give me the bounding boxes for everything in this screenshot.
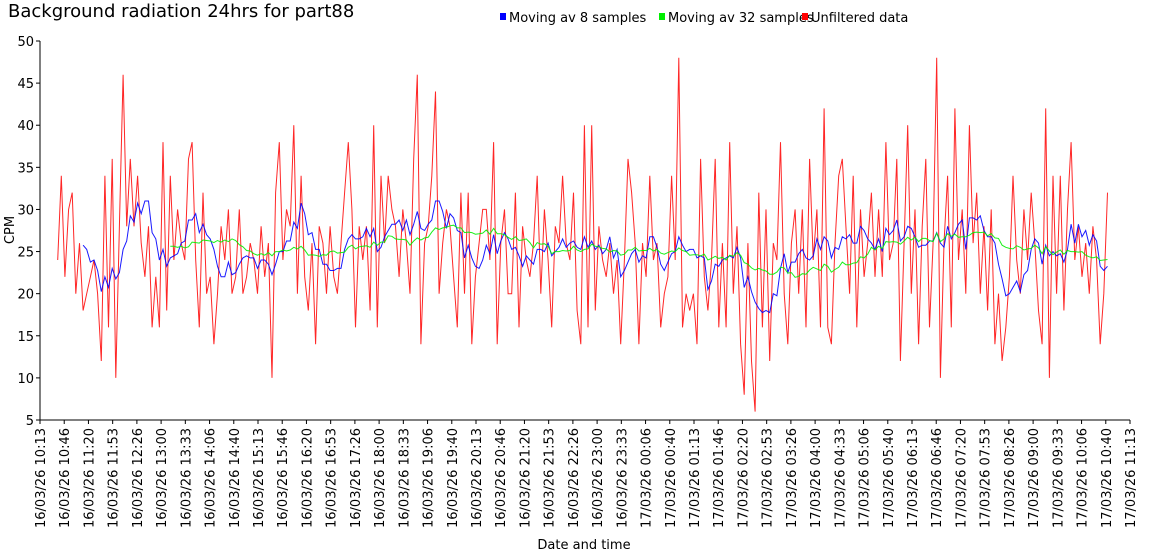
x-tick-label: 16/03/26 15:13: [252, 428, 267, 528]
x-tick-label: 16/03/26 19:40: [446, 428, 461, 528]
axes: 5 10 15 20 25 30 35 40 45 50 16/03/26 10:13 16/03/2…: [17, 35, 1139, 528]
x-tick-label: 16/03/26 18:00: [373, 428, 388, 528]
y-tick-label: 5: [26, 414, 34, 429]
x-tick-label: 16/03/26 13:33: [179, 428, 194, 528]
y-tick-label: 25: [17, 246, 34, 261]
x-tick-label: 16/03/26 16:20: [300, 428, 315, 528]
x-tick-label: 17/03/26 05:40: [882, 428, 897, 528]
x-tick-label: 16/03/26 22:26: [567, 428, 582, 528]
x-tick-label: 16/03/26 14:06: [204, 428, 219, 528]
x-tick-label: 17/03/26 05:06: [858, 428, 873, 528]
x-tick-label: 17/03/26 06:13: [906, 428, 921, 528]
x-tick-label: 17/03/26 11:13: [1124, 428, 1139, 528]
x-tick-label: 16/03/26 23:33: [615, 428, 630, 528]
x-tick-label: 17/03/26 09:00: [1027, 428, 1042, 528]
x-tick-label: 17/03/26 07:53: [979, 428, 994, 528]
x-tick-label: 16/03/26 10:46: [58, 428, 73, 528]
x-tick-label: 16/03/26 21:53: [543, 428, 558, 528]
legend: Moving av 8 samples Moving av 32 samplesU…: [500, 11, 908, 26]
x-tick-label: 16/03/26 10:13: [34, 428, 49, 528]
x-tick-label: 16/03/26 11:53: [107, 428, 122, 528]
x-tick-label: 16/03/26 18:33: [397, 428, 412, 528]
legend-swatch: [802, 13, 808, 20]
x-tick-label: 16/03/26 15:46: [276, 428, 291, 528]
x-tick-label: 17/03/26 02:53: [761, 428, 776, 528]
x-tick-label: 17/03/26 06:46: [930, 428, 945, 528]
x-tick-label: 17/03/26 08:26: [1003, 428, 1018, 528]
y-tick-label: 35: [17, 161, 34, 176]
legend-label: Moving av 8 samples: [509, 11, 647, 26]
x-tick-label: 16/03/26 23:00: [591, 428, 606, 528]
x-tick-label: 16/03/26 20:13: [470, 428, 485, 528]
x-tick-label: 17/03/26 02:20: [736, 428, 751, 528]
y-tick-label: 45: [17, 77, 34, 92]
x-tick-label: 17/03/26 10:40: [1100, 428, 1115, 528]
x-tick-label: 16/03/26 21:20: [518, 428, 533, 528]
x-tick-label: 17/03/26 10:06: [1076, 428, 1091, 528]
y-tick-label: 20: [17, 288, 34, 303]
x-tick-label: 16/03/26 11:20: [82, 428, 97, 528]
x-tick-label: 17/03/26 01:13: [688, 428, 703, 528]
x-tick-label: 17/03/26 04:00: [809, 428, 824, 528]
y-axis-label: CPM: [3, 216, 18, 244]
chart-title: Background radiation 24hrs for part88: [8, 1, 354, 22]
x-tick-label: 17/03/26 03:26: [785, 428, 800, 528]
x-tick-label: 16/03/26 16:53: [325, 428, 340, 528]
series-line-unfiltered-data: [57, 57, 1108, 412]
series-line-moving-av-32-samples: [170, 224, 1108, 278]
plot-area: [57, 57, 1108, 412]
x-tick-label: 17/03/26 04:33: [833, 428, 848, 528]
x-tick-label: 16/03/26 20:46: [494, 428, 509, 528]
legend-label: Unfiltered data: [811, 11, 908, 26]
x-tick-label: 16/03/26 13:00: [155, 428, 170, 528]
x-tick-label: 17/03/26 07:20: [954, 428, 969, 528]
x-tick-label: 16/03/26 14:40: [228, 428, 243, 528]
x-tick-label: 17/03/26 00:06: [640, 428, 655, 528]
y-tick-label: 40: [17, 119, 34, 134]
x-tick-label: 17/03/26 00:40: [664, 428, 679, 528]
x-tick-label: 17/03/26 09:33: [1051, 428, 1066, 528]
y-tick-label: 10: [17, 372, 34, 387]
legend-swatch: [659, 13, 665, 20]
legend-label: Moving av 32 samples: [668, 11, 814, 26]
y-tick-label: 50: [17, 35, 34, 50]
x-tick-label: 17/03/26 01:46: [712, 428, 727, 528]
y-tick-label: 30: [17, 203, 34, 218]
x-tick-label: 16/03/26 12:26: [131, 428, 146, 528]
y-tick-label: 15: [17, 330, 34, 345]
legend-swatch: [500, 13, 506, 20]
x-tick-label: 16/03/26 17:26: [349, 428, 364, 528]
x-tick-label: 16/03/26 19:06: [422, 428, 437, 528]
x-axis-label: Date and time: [537, 538, 630, 553]
